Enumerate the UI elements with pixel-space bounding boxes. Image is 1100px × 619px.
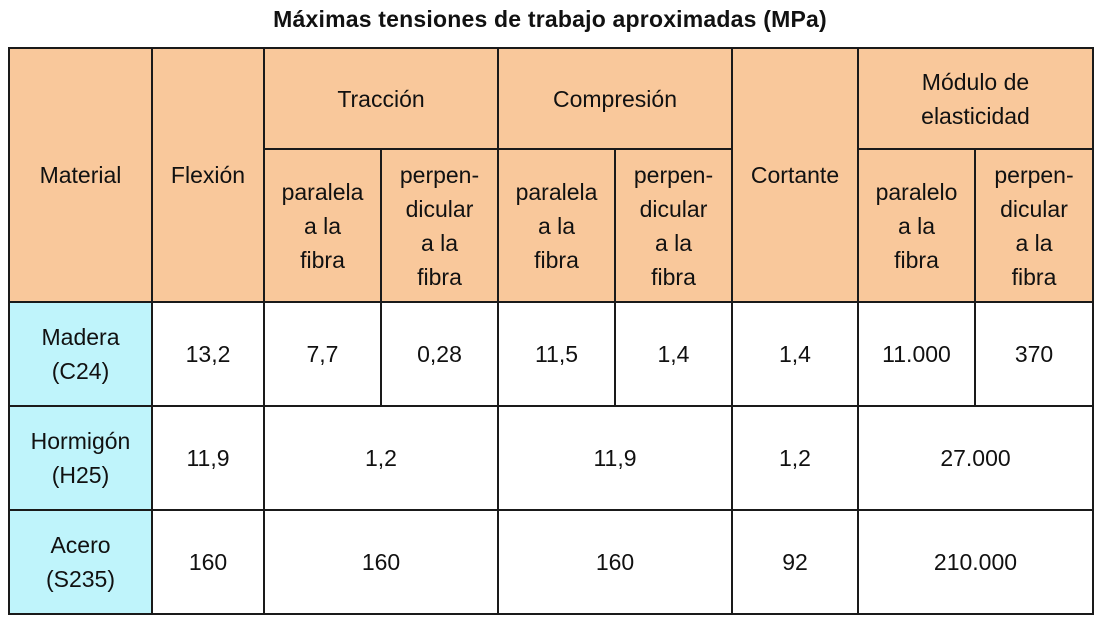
compresion-value: 160 [497,509,733,615]
modulo-value: 210.000 [857,509,1094,615]
compresion-value: 11,9 [497,405,733,511]
header-flexion: Flexión [151,47,265,303]
table-row-madera: Madera (C24) 13,2 7,7 0,28 11,5 1,4 1,4 … [8,301,1094,407]
flexion-value: 13,2 [151,301,265,407]
material-cell: Acero (S235) [8,509,153,615]
subheader-traccion-paralela: paralela a la fibra [263,148,382,303]
compresion-paralela-value: 11,5 [497,301,616,407]
stress-table: Material Flexión Tracción Compresión Cor… [8,47,1094,615]
header-cortante: Cortante [731,47,859,303]
modulo-perpendicular-value: 370 [974,301,1094,407]
flexion-value: 11,9 [151,405,265,511]
table-title: Máximas tensiones de trabajo aproximadas… [273,6,827,32]
material-cell: Hormigón (H25) [8,405,153,511]
header-modulo-elasticidad: Módulo de elasticidad [857,47,1094,150]
modulo-paralelo-value: 11.000 [857,301,976,407]
flexion-value: 160 [151,509,265,615]
subheader-modulo-paralelo: paralelo a la fibra [857,148,976,303]
subheader-compresion-perpendicular: perpen- dicular a la fibra [614,148,733,303]
header-compresion: Compresión [497,47,733,150]
traccion-value: 1,2 [263,405,499,511]
header-traccion: Tracción [263,47,499,150]
header-material: Material [8,47,153,303]
modulo-value: 27.000 [857,405,1094,511]
compresion-perpendicular-value: 1,4 [614,301,733,407]
subheader-compresion-paralela: paralela a la fibra [497,148,616,303]
traccion-value: 160 [263,509,499,615]
subheader-traccion-perpendicular: perpen- dicular a la fibra [380,148,499,303]
subheader-modulo-perpendicular: perpen- dicular a la fibra [974,148,1094,303]
cortante-value: 92 [731,509,859,615]
cortante-value: 1,2 [731,405,859,511]
table-row-hormigon: Hormigón (H25) 11,9 1,2 11,9 1,2 27.000 [8,405,1094,511]
traccion-paralela-value: 7,7 [263,301,382,407]
material-cell: Madera (C24) [8,301,153,407]
table-row-acero: Acero (S235) 160 160 160 92 210.000 [8,509,1094,615]
cortante-value: 1,4 [731,301,859,407]
traccion-perpendicular-value: 0,28 [380,301,499,407]
